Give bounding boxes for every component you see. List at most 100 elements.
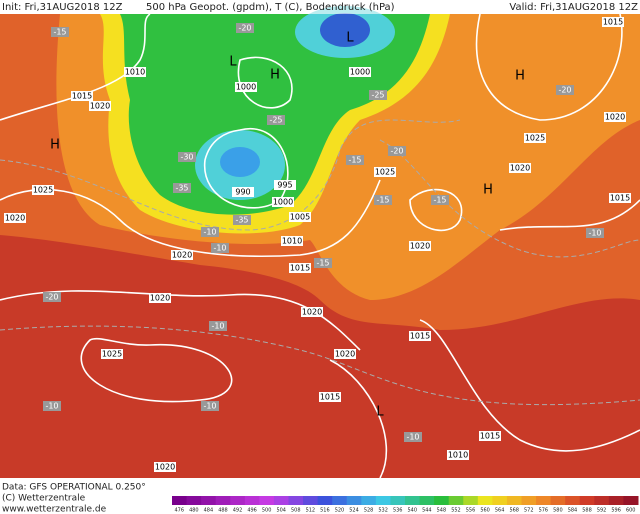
isobar-label: 1020 [150, 294, 170, 303]
isobar-label-box [409, 241, 431, 251]
colorbar-label: 552 [451, 508, 461, 514]
colorbar-label: 564 [495, 508, 505, 514]
colorbar-label: 532 [378, 508, 388, 514]
isobar-label: 1020 [510, 164, 530, 173]
isotherm-label: -25 [371, 91, 384, 100]
colorbar-label: 520 [335, 508, 345, 514]
colorbar-label: 540 [408, 508, 418, 514]
cold-core [320, 13, 370, 47]
pressure-system: H [483, 183, 493, 198]
colorbar-swatch [521, 496, 537, 505]
isobar-label-box [447, 450, 469, 460]
colorbar-swatch [361, 496, 377, 505]
isobar-label: 1020 [302, 308, 322, 317]
isobar-label: 1020 [172, 251, 192, 260]
isotherm-label: -10 [45, 402, 58, 411]
isobar-label: 1020 [90, 102, 110, 111]
isotherm-label-box [201, 401, 219, 411]
colorbar-label: 548 [437, 508, 447, 514]
isotherm-label: -25 [269, 116, 282, 125]
colorbar-swatch [244, 496, 260, 505]
isobar-label-box [4, 213, 26, 223]
init-time: Init: Fri,31AUG2018 12Z [2, 2, 123, 13]
isobar-label-box [319, 392, 341, 402]
isobar-label-box [409, 331, 431, 341]
isotherm-label-box [586, 228, 604, 238]
colorbar-swatch [594, 496, 610, 505]
isobar-label: 1025 [375, 168, 395, 177]
colorbar-label: 580 [553, 508, 563, 514]
isobar-label-box [524, 133, 546, 143]
colorbar-swatch [186, 496, 202, 505]
isobar-label-box [604, 112, 626, 122]
data-source: Data: GFS OPERATIONAL 0.250° [2, 483, 146, 493]
isobar-label-box [609, 193, 631, 203]
isotherm-label: -10 [211, 322, 224, 331]
colorbar-label: 588 [582, 508, 592, 514]
isobar-label: 1000 [350, 68, 370, 77]
isobar-label-box [232, 187, 254, 197]
map: 1010101510201025102010001000995990100010… [0, 6, 640, 479]
isotherm-label-box [374, 195, 392, 205]
isobar-label: 1015 [410, 332, 430, 341]
isobar-label: 1020 [335, 350, 355, 359]
colorbar-swatch [536, 496, 552, 505]
isobar-label-box [171, 250, 193, 260]
isotherm-label-box [211, 243, 229, 253]
colorbar-label: 524 [349, 508, 359, 514]
isobar-label: 1015 [320, 393, 340, 402]
colorbar-swatch [259, 496, 275, 505]
colorbar-swatch [172, 496, 188, 505]
isotherm-label: -15 [53, 28, 66, 37]
isobar-label: 1000 [273, 198, 293, 207]
isobar-label: 1025 [102, 350, 122, 359]
isotherm-label-box [43, 292, 61, 302]
colorbar-label: 556 [466, 508, 476, 514]
website: www.wetterzentrale.de [2, 505, 107, 514]
isobar-label-box [349, 67, 371, 77]
isobar-label: 1015 [480, 432, 500, 441]
isobar-label: 1015 [603, 18, 623, 27]
isotherm-label-box [346, 155, 364, 165]
isobar-label: 1020 [605, 113, 625, 122]
isobar-label-box [149, 293, 171, 303]
isotherm-label-box [388, 146, 406, 156]
colorbar-swatch [477, 496, 493, 505]
isobar-label-box [154, 462, 176, 472]
colorbar-swatch [346, 496, 362, 505]
colorbar-swatch [623, 496, 639, 505]
pressure-system: H [270, 68, 280, 83]
colorbar-label: 528 [364, 508, 374, 514]
isobar-label-box [124, 67, 146, 77]
colorbar-swatch [405, 496, 421, 505]
isotherm-label: -15 [433, 196, 446, 205]
colorbar-label: 596 [611, 508, 621, 514]
isobar-label-box [334, 349, 356, 359]
isobar-label: 1015 [72, 92, 92, 101]
isotherm-label: -20 [45, 293, 58, 302]
isotherm-label: -20 [558, 86, 571, 95]
colorbar-swatch [565, 496, 581, 505]
isobar-label: 1015 [290, 264, 310, 273]
valid-time: Valid: Fri,31AUG2018 12Z [509, 2, 638, 13]
pressure-system: L [346, 31, 354, 46]
isotherm-label-box [431, 195, 449, 205]
isotherm-label-box [314, 258, 332, 268]
isotherm-label-box [404, 432, 422, 442]
colorbar-label: 508 [291, 508, 301, 514]
isobar-label-box [479, 431, 501, 441]
colorbar-label: 492 [233, 508, 243, 514]
isobar-label-box [602, 17, 624, 27]
isobar-label-box [89, 101, 111, 111]
isotherm-label-box [233, 215, 251, 225]
colorbar-swatch [230, 496, 246, 505]
isotherm-label-box [51, 27, 69, 37]
header-background [0, 0, 640, 14]
colorbar-label: 496 [247, 508, 257, 514]
pressure-system: L [229, 55, 237, 70]
isobar-label: 1000 [236, 83, 256, 92]
cold-core [220, 147, 260, 177]
isobar-label: 1020 [410, 242, 430, 251]
isotherm-label-box [236, 23, 254, 33]
isobar-label-box [509, 163, 531, 173]
